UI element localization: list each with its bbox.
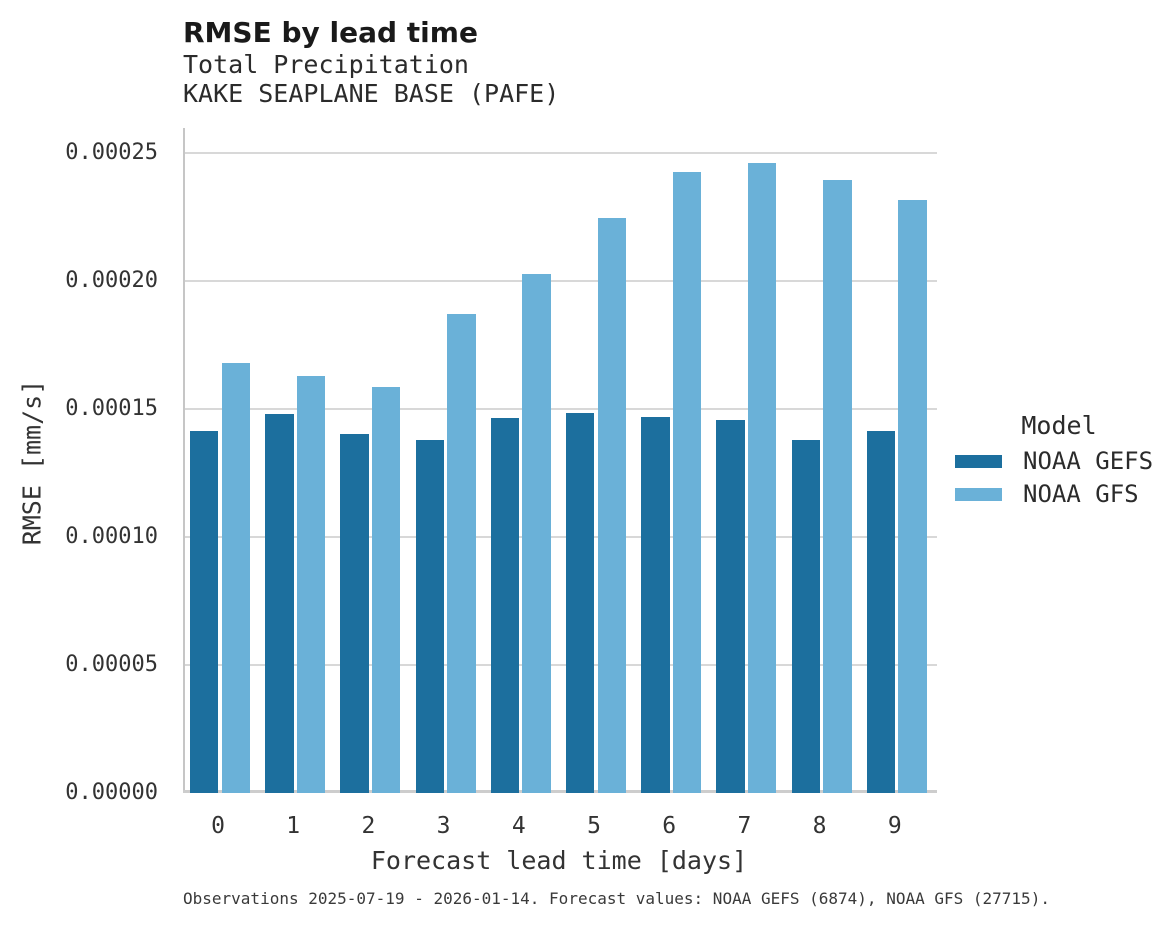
y-tick-0.00005: 0.00005	[65, 652, 158, 677]
footer-caption: Observations 2025-07-19 - 2026-01-14. Fo…	[183, 889, 1050, 908]
bar-noaa-gfs-0	[221, 362, 250, 793]
bar-noaa-gefs-0	[190, 431, 219, 793]
bar-noaa-gefs-5	[566, 413, 595, 793]
y-tick-0.00015: 0.00015	[65, 396, 158, 421]
bar-noaa-gfs-2	[372, 387, 401, 793]
gridline-0.00020	[185, 280, 937, 282]
legend: Model NOAA GEFS NOAA GFS	[953, 412, 1165, 512]
chart-subtitle-variable: Total Precipitation	[183, 50, 469, 79]
bar-noaa-gefs-8	[791, 440, 820, 793]
bar-noaa-gefs-1	[265, 414, 294, 793]
legend-entry-noaa-gefs: NOAA GEFS	[953, 446, 1165, 476]
title-block: RMSE by lead time Total Precipitation KA…	[183, 16, 559, 108]
x-tick-2: 2	[361, 813, 376, 839]
bar-noaa-gfs-9	[898, 199, 927, 793]
x-tick-0: 0	[211, 813, 225, 839]
x-tick-1: 1	[286, 813, 301, 839]
bar-noaa-gefs-6	[641, 416, 670, 793]
x-tick-5: 5	[587, 813, 601, 839]
legend-label-noaa-gefs: NOAA GEFS	[1023, 447, 1154, 475]
plot-area	[183, 128, 937, 793]
chart-title: RMSE by lead time	[183, 16, 478, 49]
bar-noaa-gfs-5	[597, 218, 626, 793]
gridline-0.00010	[185, 536, 937, 538]
bar-noaa-gfs-8	[823, 180, 852, 793]
legend-label-noaa-gfs: NOAA GFS	[1023, 480, 1139, 508]
x-tick-8: 8	[812, 813, 827, 839]
bar-noaa-gfs-1	[296, 375, 326, 793]
bar-noaa-gefs-7	[716, 420, 745, 793]
bar-noaa-gfs-4	[522, 274, 551, 793]
legend-title: Model	[1021, 411, 1097, 440]
gridline-0.00005	[185, 664, 937, 666]
x-tick-3: 3	[436, 813, 451, 839]
legend-swatch-noaa-gefs	[955, 454, 1002, 468]
bar-noaa-gfs-6	[672, 171, 702, 793]
gridline-0.00015	[185, 408, 937, 410]
x-axis-line	[183, 790, 937, 793]
y-tick-0.00000: 0.00000	[65, 780, 158, 805]
bar-noaa-gefs-4	[490, 417, 520, 793]
y-tick-0.00020: 0.00020	[65, 268, 158, 293]
x-tick-7: 7	[737, 813, 752, 839]
chart-subtitle-station: KAKE SEAPLANE BASE (PAFE)	[183, 79, 560, 108]
legend-entry-noaa-gfs: NOAA GFS	[953, 479, 1165, 509]
y-tick-0.00025: 0.00025	[65, 140, 158, 165]
bar-noaa-gefs-3	[415, 440, 444, 793]
legend-swatch-noaa-gfs	[955, 487, 1002, 501]
gridline-0.00025	[185, 152, 937, 154]
bar-noaa-gfs-3	[447, 313, 476, 793]
x-axis-label: Forecast lead time [days]	[370, 846, 748, 875]
y-tick-0.00010: 0.00010	[65, 524, 158, 549]
bar-noaa-gefs-9	[866, 431, 896, 793]
x-tick-9: 9	[887, 813, 902, 839]
bar-noaa-gefs-2	[340, 434, 369, 793]
bar-noaa-gfs-7	[748, 162, 777, 793]
x-tick-4: 4	[511, 813, 526, 839]
x-tick-6: 6	[662, 813, 677, 839]
